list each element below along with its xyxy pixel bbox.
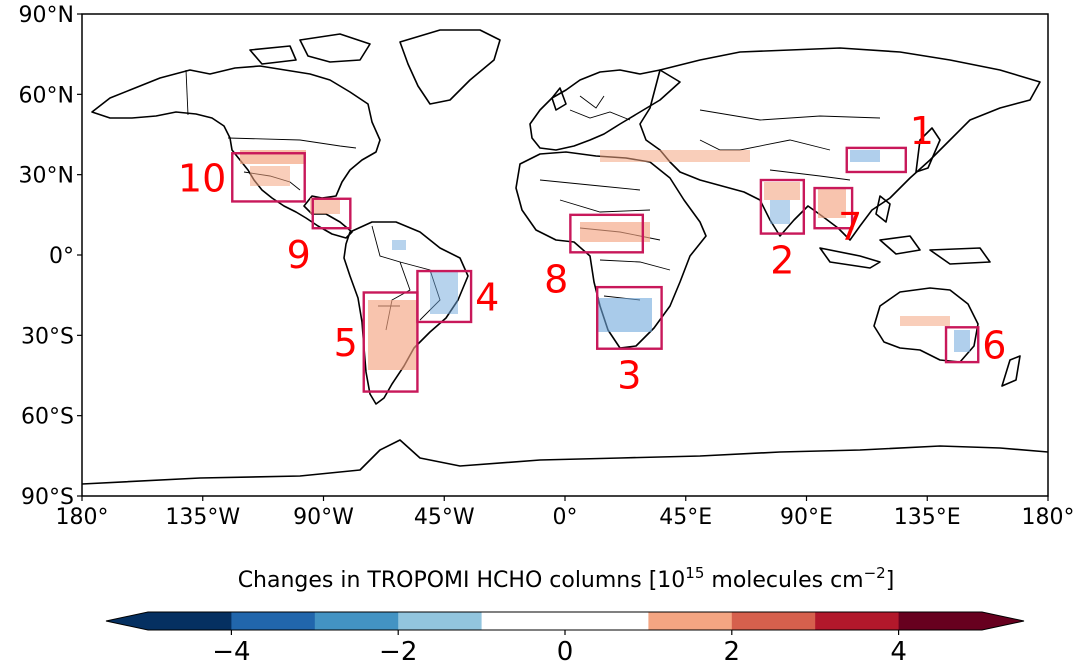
europe-borders xyxy=(569,95,631,121)
region-box-1 xyxy=(845,146,907,174)
region-label-7: 7 xyxy=(838,205,862,249)
greenland-coastline xyxy=(399,29,501,105)
region-label-3: 3 xyxy=(617,354,641,398)
lon-tick-label: 45°E xyxy=(659,505,712,530)
region-label-2: 2 xyxy=(770,239,794,283)
colorbar-tick-label: −4 xyxy=(212,637,250,666)
colorbar-bin xyxy=(148,612,232,630)
colorbar-bin xyxy=(231,612,316,630)
lon-tick-label: 45°W xyxy=(414,505,475,530)
new-zealand xyxy=(1001,355,1021,387)
lon-tick-label: 90°W xyxy=(293,505,354,530)
region-label-8: 8 xyxy=(544,257,568,301)
region-label-1: 1 xyxy=(910,109,934,153)
colorbar-bin xyxy=(898,612,983,630)
colorbar-bin xyxy=(398,612,483,630)
region-label-4: 4 xyxy=(475,276,499,320)
hcho-change-pixels xyxy=(240,150,970,370)
colorbar-max-extension xyxy=(982,612,1024,630)
lat-tick-label: 90°N xyxy=(19,3,74,28)
lat-tick-label: 60°N xyxy=(19,83,74,108)
lon-tick-label: 135°W xyxy=(165,505,240,530)
region-box-5 xyxy=(362,291,419,393)
colorbar-bin xyxy=(731,612,816,630)
region-box-2 xyxy=(759,178,806,235)
region-box-10 xyxy=(231,152,306,203)
alaska-border xyxy=(185,69,189,116)
region-label-10: 10 xyxy=(178,156,226,200)
region-label-9: 9 xyxy=(287,233,311,277)
antarctica-coastline xyxy=(82,439,1048,485)
region-label-5: 5 xyxy=(334,321,358,365)
lon-tick-label: 90°E xyxy=(780,505,833,530)
colorbar-tick-label: −2 xyxy=(379,637,417,666)
colorbar-title: Changes in TROPOMI HCHO columns [1015 mo… xyxy=(238,564,895,593)
colorbar-tick-label: 0 xyxy=(557,637,574,666)
canada-us-border xyxy=(227,137,357,149)
lat-tick-label: 60°S xyxy=(21,405,74,430)
lon-tick-label: 135°E xyxy=(894,505,961,530)
lat-tick-label: 30°N xyxy=(19,164,74,189)
lon-tick-label: 180° xyxy=(56,505,109,530)
colorbar-bin xyxy=(815,612,900,630)
region-box-6 xyxy=(944,326,980,364)
colorbar: Changes in TROPOMI HCHO columns [1015 mo… xyxy=(105,564,1025,666)
asia-coastline xyxy=(639,47,1041,241)
australia-coastline xyxy=(873,287,979,363)
map-frame xyxy=(81,13,1049,497)
longitude-tick-labels: 180° 135°W 90°W 45°W 0° 45°E 90°E 135°E 180° xyxy=(56,496,1075,530)
japan-coastline xyxy=(915,127,941,173)
region-labels: 1 2 3 4 5 6 7 8 9 10 xyxy=(178,109,1007,398)
asia-borders xyxy=(699,109,881,181)
lat-tick-label: 30°S xyxy=(21,324,74,349)
arctic-islands xyxy=(249,33,371,65)
south-america-coastline xyxy=(343,221,469,405)
colorbar-tick-label: 2 xyxy=(724,637,741,666)
region-box-9 xyxy=(311,197,352,230)
colorbar-bin xyxy=(648,612,733,630)
lat-tick-label: 0° xyxy=(49,244,74,269)
world-map xyxy=(81,13,1049,497)
colorbar-outline xyxy=(105,611,1025,631)
region-boxes xyxy=(231,146,980,393)
colorbar-min-extension xyxy=(106,612,148,630)
lat-tick-label: 90°S xyxy=(21,485,74,510)
lon-tick-label: 180° xyxy=(1022,505,1075,530)
uk-coastline xyxy=(551,87,567,111)
region-box-3 xyxy=(596,285,663,350)
colorbar-bins xyxy=(105,611,1025,631)
colorbar-tick-label: 4 xyxy=(890,637,907,666)
colorbar-bin xyxy=(481,612,649,630)
region-label-6: 6 xyxy=(982,324,1006,368)
colorbar-bin xyxy=(314,612,399,630)
lon-tick-label: 0° xyxy=(553,505,578,530)
region-box-8 xyxy=(569,213,645,254)
latitude-tick-labels: 90°N 60°N 30°N 0° 30°S 60°S 90°S xyxy=(19,3,82,510)
philippines-islands xyxy=(875,195,891,223)
indonesia-islands xyxy=(819,235,991,269)
region-box-7 xyxy=(813,186,854,230)
europe-coastline xyxy=(529,69,681,151)
colorbar-tick-labels: −4 −2 0 2 4 xyxy=(212,630,907,666)
